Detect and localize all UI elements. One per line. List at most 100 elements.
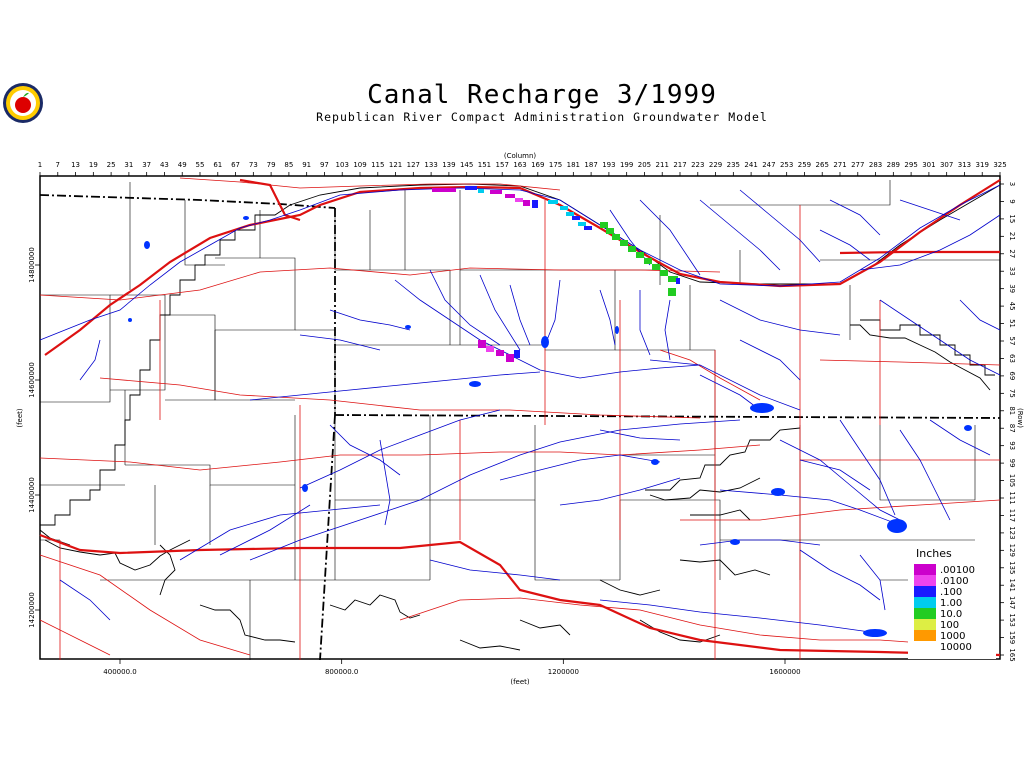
legend-swatch: [914, 575, 936, 586]
column-tick-label: 235: [727, 161, 740, 169]
map-title: Canal Recharge 3/1999: [367, 80, 717, 110]
northing-tick-label: 14800000: [28, 247, 36, 283]
row-tick-label: 45: [1008, 302, 1016, 311]
roads: [39, 177, 1001, 660]
column-tick-label: 247: [762, 161, 775, 169]
row-tick-label: 87: [1008, 424, 1016, 433]
legend-swatch: [914, 630, 936, 641]
legend-swatch: [914, 608, 936, 619]
row-tick-label: 99: [1008, 459, 1016, 468]
column-tick-label: 241: [744, 161, 757, 169]
column-tick-label: 217: [673, 161, 686, 169]
row-tick-label: 147: [1008, 596, 1016, 609]
column-tick-label: 271: [833, 161, 846, 169]
apple-seal-logo: [3, 83, 43, 123]
row-tick-label: 129: [1008, 544, 1016, 557]
legend-swatch: [914, 597, 936, 608]
column-tick-label: 1: [38, 161, 42, 169]
column-tick-label: 139: [442, 161, 455, 169]
column-tick-label: 97: [320, 161, 329, 169]
row-tick-label: 9: [1008, 199, 1016, 203]
bottom-axis-label: (feet): [510, 678, 530, 686]
legend-swatch: [914, 564, 936, 575]
column-tick-label: 163: [513, 161, 526, 169]
row-tick-label: 27: [1008, 249, 1016, 258]
row-tick-label: 63: [1008, 354, 1016, 363]
legend-label: 10.0: [940, 609, 962, 620]
rivers: [39, 184, 1001, 633]
column-tick-label: 73: [249, 161, 258, 169]
northing-tick-label: 14600000: [28, 362, 36, 398]
column-tick-label: 169: [531, 161, 544, 169]
column-tick-label: 175: [549, 161, 562, 169]
northing-tick-label: 14400000: [28, 477, 36, 513]
legend-label: 1.00: [940, 598, 962, 609]
column-tick-label: 37: [142, 161, 151, 169]
row-tick-label: 3: [1008, 182, 1016, 186]
column-tick-label: 193: [602, 161, 615, 169]
column-tick-label: 25: [107, 161, 116, 169]
row-axis: 3915212733394551576369758187939910511111…: [1000, 182, 1016, 662]
row-tick-label: 135: [1008, 561, 1016, 574]
column-tick-label: 199: [620, 161, 633, 169]
easting-tick-label: 1200000: [548, 668, 579, 676]
legend-swatch: [914, 619, 936, 630]
row-tick-label: 51: [1008, 319, 1016, 328]
column-tick-label: 223: [691, 161, 704, 169]
column-tick-label: 211: [656, 161, 669, 169]
row-tick-label: 105: [1008, 474, 1016, 487]
row-tick-label: 33: [1008, 267, 1016, 276]
column-tick-label: 121: [389, 161, 402, 169]
northing-tick-label: 14200000: [28, 592, 36, 628]
column-tick-label: 325: [993, 161, 1006, 169]
row-tick-label: 117: [1008, 509, 1016, 522]
row-tick-label: 153: [1008, 613, 1016, 626]
column-tick-label: 67: [231, 161, 240, 169]
row-tick-label: 15: [1008, 214, 1016, 223]
column-tick-label: 19: [89, 161, 98, 169]
column-tick-label: 253: [780, 161, 793, 169]
column-tick-label: 307: [940, 161, 953, 169]
northing-axis: 14800000 14600000 14400000 14200000: [28, 247, 40, 628]
row-tick-label: 81: [1008, 406, 1016, 415]
column-tick-label: 85: [284, 161, 293, 169]
column-tick-label: 115: [371, 161, 384, 169]
row-tick-label: 75: [1008, 389, 1016, 398]
row-tick-label: 93: [1008, 441, 1016, 450]
legend-label: .100: [940, 587, 962, 598]
column-tick-label: 91: [302, 161, 311, 169]
legend-label: .00100: [940, 565, 975, 576]
column-tick-label: 13: [71, 161, 80, 169]
legend-label: 1000: [940, 631, 965, 642]
column-tick-label: 277: [851, 161, 864, 169]
legend-title: Inches: [916, 547, 952, 560]
easting-tick-label: 400000.0: [103, 668, 136, 676]
easting-tick-label: 1600000: [769, 668, 800, 676]
row-tick-label: 39: [1008, 284, 1016, 293]
row-tick-label: 165: [1008, 648, 1016, 661]
column-tick-label: 295: [904, 161, 917, 169]
column-tick-label: 61: [213, 161, 222, 169]
column-tick-label: 259: [798, 161, 811, 169]
row-tick-label: 69: [1008, 371, 1016, 380]
column-tick-label: 133: [424, 161, 437, 169]
column-tick-label: 301: [922, 161, 935, 169]
column-tick-label: 157: [496, 161, 509, 169]
easting-axis: 400000.0 800000.0 1200000 1600000: [103, 659, 801, 676]
column-tick-label: 103: [336, 161, 349, 169]
major-highways: [39, 178, 1001, 657]
column-tick-label: 31: [124, 161, 133, 169]
column-tick-label: 55: [196, 161, 205, 169]
row-tick-label: 141: [1008, 579, 1016, 592]
column-tick-label: 151: [478, 161, 491, 169]
column-tick-label: 145: [460, 161, 473, 169]
row-tick-label: 159: [1008, 631, 1016, 644]
column-tick-label: 229: [709, 161, 722, 169]
legend-label: .0100: [940, 576, 969, 587]
column-tick-label: 109: [353, 161, 366, 169]
column-tick-label: 289: [887, 161, 900, 169]
right-axis-label: (Row): [1016, 408, 1024, 428]
column-axis-label: (Column): [504, 152, 537, 160]
easting-tick-label: 800000.0: [325, 668, 358, 676]
row-tick-label: 21: [1008, 232, 1016, 241]
